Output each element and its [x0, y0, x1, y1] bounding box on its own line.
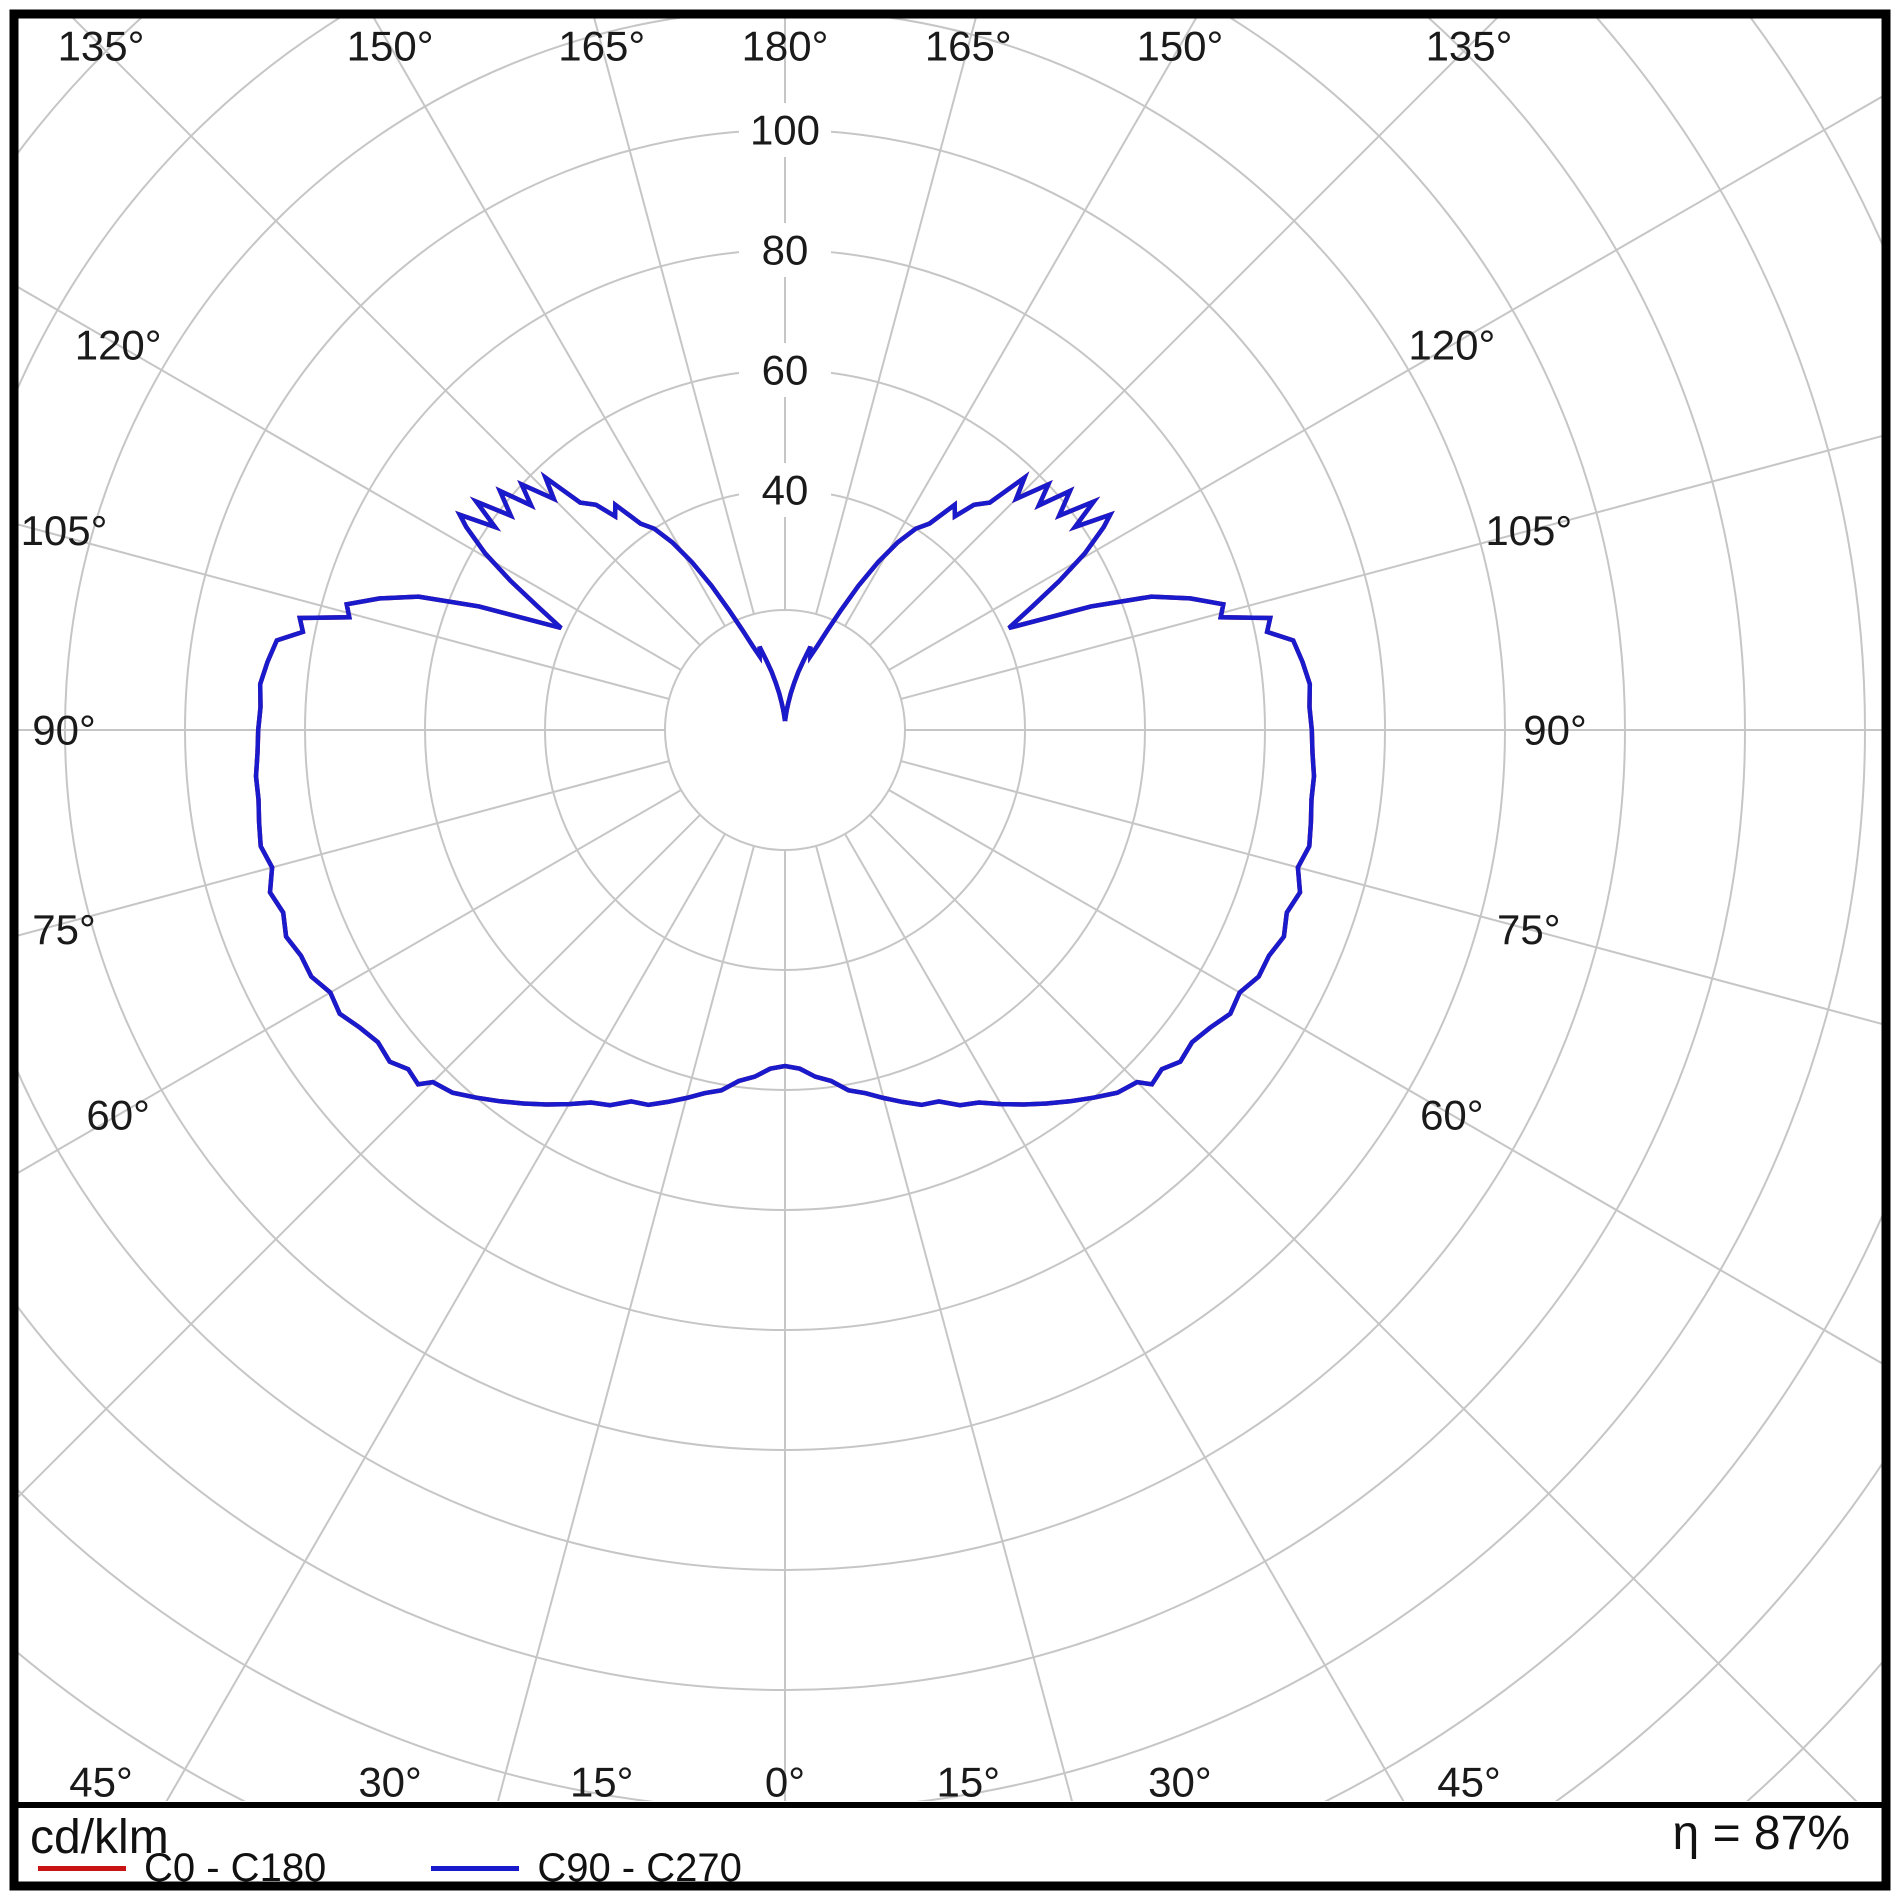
svg-text:180°: 180° [742, 23, 829, 70]
svg-text:75°: 75° [32, 906, 96, 953]
c90-c270-line-swatch [431, 1865, 520, 1871]
units-label: cd/klm [30, 1811, 169, 1864]
svg-text:120°: 120° [75, 322, 162, 369]
svg-text:135°: 135° [58, 23, 145, 70]
svg-text:15°: 15° [937, 1759, 1001, 1806]
svg-text:165°: 165° [558, 23, 645, 70]
svg-text:75°: 75° [1497, 906, 1561, 953]
radial-tick-labels: 40 60 80 100 [739, 103, 831, 517]
chart-frame [9, 9, 1891, 1891]
svg-text:105°: 105° [21, 507, 108, 554]
svg-text:15°: 15° [570, 1759, 634, 1806]
c90-c270-label: C90 - C270 [537, 1846, 742, 1890]
svg-text:60°: 60° [1420, 1092, 1484, 1139]
svg-text:100: 100 [750, 107, 820, 154]
curve-C90-C270 [253, 471, 1317, 1108]
c0-c180-line-swatch [38, 1865, 126, 1871]
svg-text:90°: 90° [1523, 707, 1587, 754]
svg-text:150°: 150° [1136, 23, 1223, 70]
svg-text:150°: 150° [347, 23, 434, 70]
intensity-curves [253, 471, 1317, 1108]
c0-c180-label: C0 - C180 [144, 1846, 327, 1890]
svg-text:105°: 105° [1485, 507, 1572, 554]
angle-labels: 180° 165° 165° 150° 150° 135° 135° 45° 45° 30° 30°… [21, 23, 1587, 1806]
svg-text:45°: 45° [69, 1759, 133, 1806]
legend-item-c90-c270: C90 - C270 [431, 1848, 742, 1888]
legend: C0 - C180 C90 - C270 [38, 1848, 742, 1888]
svg-text:90°: 90° [32, 707, 96, 754]
svg-text:120°: 120° [1408, 322, 1495, 369]
svg-text:30°: 30° [1148, 1759, 1212, 1806]
svg-text:40: 40 [762, 467, 809, 514]
svg-text:165°: 165° [925, 23, 1012, 70]
svg-text:45°: 45° [1437, 1759, 1501, 1806]
legend-item-c0-c180: C0 - C180 [38, 1848, 326, 1888]
svg-text:60: 60 [762, 347, 809, 394]
svg-text:80: 80 [762, 227, 809, 274]
svg-text:30°: 30° [358, 1759, 422, 1806]
svg-text:135°: 135° [1426, 23, 1513, 70]
svg-text:0°: 0° [765, 1759, 805, 1806]
efficiency-label: η = 87% [1672, 1807, 1850, 1860]
svg-text:60°: 60° [86, 1092, 150, 1139]
